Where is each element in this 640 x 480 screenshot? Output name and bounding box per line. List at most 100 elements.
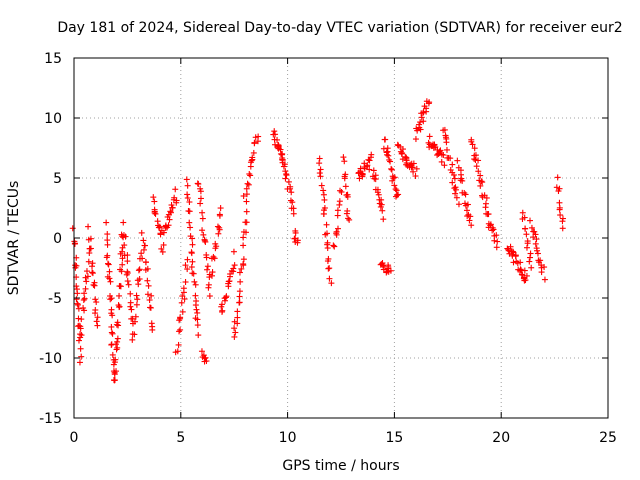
data-point: [78, 316, 85, 323]
data-point: [236, 269, 243, 276]
data-point: [108, 295, 115, 302]
data-point: [84, 273, 91, 280]
data-point: [160, 229, 167, 236]
data-point: [216, 224, 223, 231]
data-point: [211, 255, 218, 262]
data-point: [334, 212, 341, 219]
data-point: [320, 191, 327, 198]
data-point: [483, 194, 490, 201]
data-point: [290, 205, 297, 212]
data-point: [209, 269, 216, 276]
data-point: [441, 162, 448, 169]
data-point: [243, 208, 250, 215]
data-point: [378, 201, 385, 208]
data-point: [255, 133, 262, 140]
data-point: [324, 245, 331, 252]
data-point: [165, 222, 172, 229]
data-point: [391, 182, 398, 189]
data-point: [74, 301, 81, 308]
data-point: [275, 142, 282, 149]
data-point: [177, 326, 184, 333]
data-point: [197, 195, 204, 202]
data-point: [372, 176, 379, 183]
data-point: [121, 242, 128, 249]
data-point: [177, 314, 184, 321]
data-point: [75, 315, 82, 322]
data-point: [378, 196, 385, 203]
data-point: [124, 270, 131, 277]
data-point: [106, 268, 113, 275]
data-point: [318, 182, 325, 189]
data-point: [94, 322, 101, 329]
data-point: [179, 308, 186, 315]
data-point: [150, 194, 157, 201]
data-point: [316, 170, 323, 177]
data-point: [556, 199, 563, 206]
data-point: [201, 237, 208, 244]
data-point: [178, 299, 185, 306]
data-point: [251, 139, 258, 146]
data-point: [184, 195, 191, 202]
data-point: [557, 212, 564, 219]
data-point: [110, 368, 117, 375]
y-tick-label: 10: [44, 111, 62, 127]
data-point: [237, 278, 244, 285]
data-point: [320, 210, 327, 217]
data-point: [386, 156, 393, 163]
data-point: [510, 259, 517, 266]
data-point: [205, 281, 212, 288]
data-point: [387, 267, 394, 274]
data-point: [174, 348, 181, 355]
data-point: [145, 282, 152, 289]
data-point: [443, 139, 450, 146]
data-point: [77, 345, 84, 352]
data-point: [479, 179, 486, 186]
data-point: [334, 225, 341, 232]
data-point: [345, 215, 352, 222]
data-point: [116, 303, 123, 310]
data-point: [462, 191, 469, 198]
y-tick-label: 15: [44, 51, 62, 67]
data-point: [107, 296, 114, 303]
data-point: [412, 173, 419, 180]
data-point: [160, 241, 167, 248]
data-point: [203, 251, 210, 258]
data-point: [183, 176, 190, 183]
data-point: [450, 171, 457, 178]
x-tick-label: 0: [70, 430, 79, 446]
data-point: [140, 246, 147, 253]
data-point: [523, 272, 530, 279]
data-point: [473, 163, 480, 170]
data-point: [214, 223, 221, 230]
data-point: [232, 329, 239, 336]
data-point: [346, 216, 353, 223]
data-point: [484, 211, 491, 218]
data-point: [149, 326, 156, 333]
data-point: [368, 151, 375, 158]
data-point: [199, 227, 206, 234]
data-point: [147, 304, 154, 311]
data-point: [184, 191, 191, 198]
data-point: [131, 331, 138, 338]
data-point: [133, 292, 140, 299]
data-point: [281, 161, 288, 168]
data-point: [231, 325, 238, 332]
data-point: [271, 128, 278, 135]
data-point: [124, 258, 131, 265]
data-point: [477, 172, 484, 179]
data-point: [240, 242, 247, 249]
data-point: [443, 146, 450, 153]
data-point: [320, 187, 327, 194]
data-point: [199, 209, 206, 216]
data-point: [240, 256, 247, 263]
data-point: [71, 240, 78, 247]
data-point: [127, 290, 134, 297]
data-point: [493, 232, 500, 239]
data-point: [83, 268, 90, 275]
data-point: [523, 231, 530, 238]
data-point: [420, 118, 427, 125]
data-point: [317, 166, 324, 173]
data-point: [242, 229, 249, 236]
data-point: [452, 186, 459, 193]
